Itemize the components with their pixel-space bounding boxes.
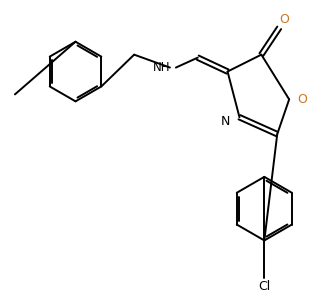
Text: O: O	[279, 13, 289, 26]
Text: N: N	[221, 115, 231, 128]
Text: Cl: Cl	[258, 280, 270, 293]
Text: O: O	[297, 93, 307, 106]
Text: NH: NH	[153, 61, 171, 74]
